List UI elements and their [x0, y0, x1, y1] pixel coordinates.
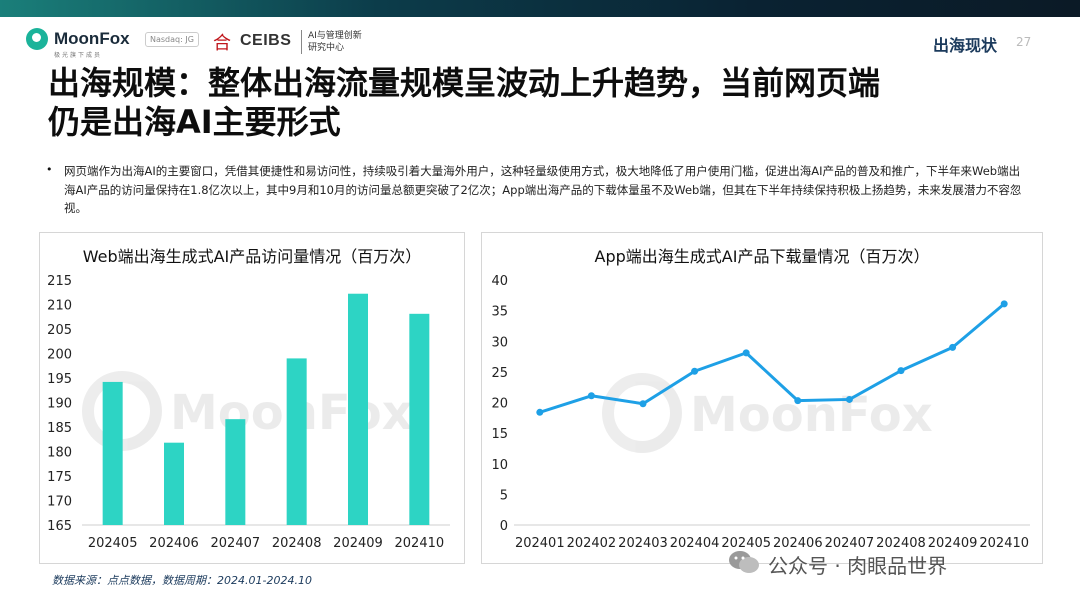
y-tick-label: 25	[491, 366, 508, 381]
data-point	[794, 397, 802, 405]
y-tick-label: 0	[500, 519, 508, 534]
y-tick-label: 205	[47, 323, 72, 338]
bullet-text: 网页端作为出海AI的主要窗口，凭借其便捷性和易访问性，持续吸引着大量海外用户，这…	[64, 164, 1022, 215]
top-banner	[0, 0, 1080, 17]
series-line	[539, 302, 1006, 414]
y-tick-label: 195	[47, 372, 72, 387]
wechat-watermark: 公众号 · 肉眼品世界	[768, 554, 948, 578]
wechat-icon	[729, 551, 759, 573]
x-tick-label: 202403	[618, 536, 668, 551]
bar	[348, 293, 368, 525]
page-number: 27	[1016, 35, 1032, 49]
ceibs-logo-icon: 合	[213, 33, 231, 54]
x-tick-label: 202406	[149, 536, 199, 551]
slide-title-line1: 出海规模：整体出海流量规模呈波动上升趋势，当前网页端	[48, 64, 881, 102]
x-tick-label: 202410	[979, 536, 1029, 551]
y-tick-label: 165	[47, 519, 72, 534]
x-tick-label: 202401	[515, 536, 565, 551]
brand-name: MoonFox	[54, 29, 130, 48]
data-point	[949, 343, 957, 351]
slide-title: 出海规模：整体出海流量规模呈波动上升趋势，当前网页端 仍是出海AI主要形式	[48, 64, 1048, 142]
y-tick-label: 10	[491, 458, 508, 473]
bar	[102, 381, 123, 525]
x-tick-label: 202405	[721, 536, 771, 551]
y-tick-label: 30	[491, 335, 508, 350]
y-tick-label: 190	[47, 397, 72, 412]
data-point	[1000, 300, 1008, 308]
y-tick-label: 20	[491, 397, 508, 412]
brand-subtitle: 极光旗下成员	[54, 52, 103, 59]
x-tick-label: 202407	[211, 536, 261, 551]
web-chart-title: Web端出海生成式AI产品访问量情况（百万次）	[82, 247, 422, 266]
app-chart-title: App端出海生成式AI产品下载量情况（百万次）	[594, 247, 930, 266]
y-tick-label: 185	[47, 421, 72, 436]
y-tick-label: 180	[47, 446, 72, 461]
web-chart-panel: Web端出海生成式AI产品访问量情况（百万次） MoonFox165170175…	[39, 232, 465, 564]
y-tick-label: 170	[47, 495, 72, 510]
data-point	[691, 367, 699, 375]
bar	[225, 419, 246, 525]
y-tick-label: 40	[491, 274, 508, 289]
x-tick-label: 202409	[333, 536, 383, 551]
y-tick-label: 210	[47, 299, 72, 314]
partner-subtitle-line1: AI与管理创新	[308, 31, 362, 41]
y-tick-label: 5	[500, 488, 508, 503]
moonfox-watermark: MoonFox	[602, 373, 933, 453]
y-tick-label: 200	[47, 348, 72, 363]
y-tick-label: 215	[47, 274, 72, 289]
x-tick-label: 202407	[825, 536, 875, 551]
data-source-note: 数据来源：点点数据，数据周期：2024.01-2024.10	[52, 574, 312, 587]
data-point	[897, 367, 905, 375]
partner-name: CEIBS	[240, 32, 292, 49]
partner-subtitle-line2: 研究中心	[308, 43, 345, 53]
bar	[409, 313, 430, 525]
x-tick-label: 202410	[395, 536, 445, 551]
data-point	[742, 349, 750, 357]
x-tick-label: 202402	[567, 536, 617, 551]
bar	[164, 442, 184, 525]
svg-text:MoonFox: MoonFox	[690, 387, 933, 443]
bullet-icon: •	[46, 163, 53, 176]
x-tick-label: 202408	[876, 536, 926, 551]
y-tick-label: 35	[491, 305, 508, 320]
x-tick-label: 202408	[272, 536, 322, 551]
nasdaq-badge: Nasdaq: JG	[145, 32, 199, 47]
section-title: 出海现状	[933, 36, 998, 55]
x-tick-label: 202409	[928, 536, 978, 551]
x-tick-label: 202406	[773, 536, 823, 551]
partner-subtitle: AI与管理创新 研究中心	[308, 30, 362, 54]
y-tick-label: 15	[491, 427, 508, 442]
x-tick-label: 202404	[670, 536, 720, 551]
data-point	[587, 392, 595, 400]
x-tick-label: 202405	[88, 536, 138, 551]
bar	[286, 358, 307, 525]
app-chart-panel: App端出海生成式AI产品下载量情况（百万次） MoonFox 0 5 10 15 20 2…	[481, 232, 1043, 564]
moonfox-logo-icon	[26, 28, 48, 50]
partner-divider	[301, 30, 302, 54]
y-tick-label: 175	[47, 470, 72, 485]
web-visits-bar-chart: MoonFox165170175180185190195200205210215…	[47, 274, 450, 551]
slide-title-line2: 仍是出海AI主要形式	[48, 103, 341, 141]
data-point	[536, 408, 544, 416]
data-point	[845, 395, 853, 403]
data-point	[639, 400, 647, 408]
